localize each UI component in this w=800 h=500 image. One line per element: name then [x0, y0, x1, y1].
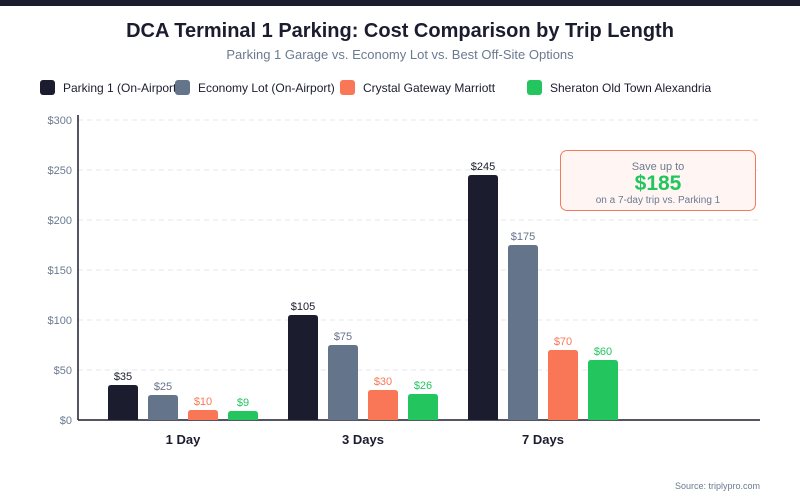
- bar-value-label: $105: [291, 301, 315, 313]
- bar[interactable]: [148, 395, 178, 420]
- bar-value-label: $26: [414, 380, 432, 392]
- y-tick-label: $200: [48, 215, 72, 227]
- bar-value-label: $75: [334, 331, 352, 343]
- bar[interactable]: [548, 350, 578, 420]
- legend-item[interactable]: Sheraton Old Town Alexandria: [527, 80, 711, 95]
- bar[interactable]: [288, 315, 318, 420]
- bar[interactable]: [408, 394, 438, 420]
- legend-swatch: [527, 80, 542, 95]
- legend-item[interactable]: Economy Lot (On-Airport): [175, 80, 335, 95]
- bar[interactable]: [468, 175, 498, 420]
- y-tick-label: $300: [48, 115, 72, 127]
- bar-value-label: $9: [237, 397, 249, 409]
- y-tick-label: $50: [54, 365, 72, 377]
- legend-item[interactable]: Crystal Gateway Marriott: [340, 80, 495, 95]
- bar-value-label: $30: [374, 376, 392, 388]
- chart-title: DCA Terminal 1 Parking: Cost Comparison …: [126, 20, 674, 42]
- top-bar: [0, 0, 800, 6]
- bar[interactable]: [328, 345, 358, 420]
- legend-swatch: [340, 80, 355, 95]
- callout-amount: $185: [634, 172, 682, 195]
- y-tick-label: $100: [48, 315, 72, 327]
- legend-label: Crystal Gateway Marriott: [363, 80, 496, 95]
- bar-value-label: $175: [511, 231, 535, 243]
- x-tick-label: 3 Days: [342, 432, 384, 447]
- legend-item[interactable]: Parking 1 (On-Airport): [40, 80, 180, 95]
- bar[interactable]: [228, 411, 258, 420]
- bar-value-label: $70: [554, 336, 572, 348]
- bar-value-label: $10: [194, 396, 212, 408]
- bar[interactable]: [588, 360, 618, 420]
- source-note: Source: triplypro.com: [674, 481, 760, 491]
- savings-callout: Save up to $185 on a 7-day trip vs. Park…: [560, 150, 756, 211]
- callout-line1: Save up to: [631, 161, 685, 173]
- bar[interactable]: [508, 245, 538, 420]
- callout-line2: on a 7-day trip vs. Parking 1: [595, 195, 721, 206]
- legend-label: Sheraton Old Town Alexandria: [550, 80, 712, 95]
- chart-subtitle: Parking 1 Garage vs. Economy Lot vs. Bes…: [226, 47, 574, 62]
- bar-value-label: $60: [594, 346, 612, 358]
- legend-swatch: [40, 80, 55, 95]
- bar-value-label: $245: [471, 161, 495, 173]
- y-tick-label: $0: [60, 415, 72, 427]
- bar[interactable]: [368, 390, 398, 420]
- bar-value-label: $25: [154, 381, 172, 393]
- bar-value-label: $35: [114, 371, 132, 383]
- x-tick-label: 1 Day: [166, 432, 201, 447]
- x-tick-label: 7 Days: [522, 432, 564, 447]
- legend-label: Parking 1 (On-Airport): [63, 80, 180, 95]
- legend-swatch: [175, 80, 190, 95]
- bar[interactable]: [108, 385, 138, 420]
- bar[interactable]: [188, 410, 218, 420]
- y-tick-label: $150: [48, 265, 72, 277]
- y-tick-label: $250: [48, 165, 72, 177]
- legend-label: Economy Lot (On-Airport): [198, 80, 335, 95]
